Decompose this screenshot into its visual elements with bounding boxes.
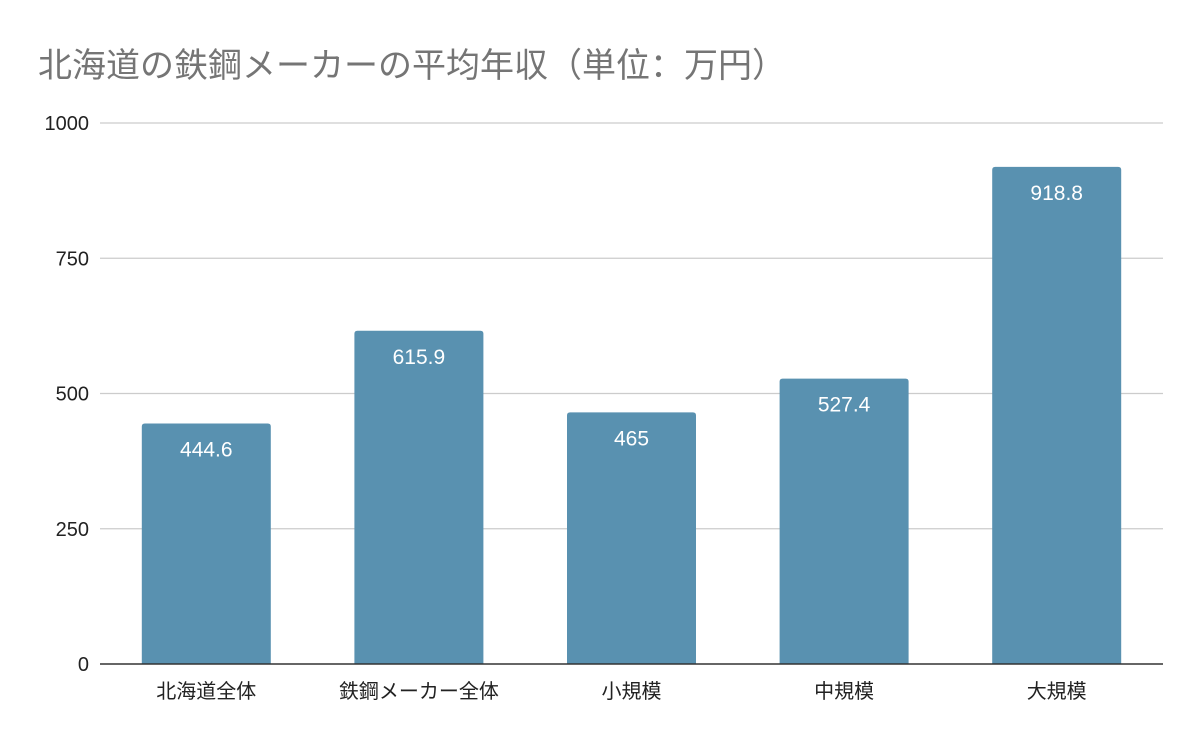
data-label: 527.4 bbox=[818, 394, 871, 417]
y-tick-label: 750 bbox=[56, 248, 89, 270]
chart-title: 北海道の鉄鋼メーカーの平均年収（単位：万円） bbox=[38, 46, 786, 86]
x-tick-label: 大規模 bbox=[1027, 679, 1087, 703]
data-label: 615.9 bbox=[393, 346, 446, 369]
x-tick-label: 北海道全体 bbox=[156, 679, 256, 703]
axes: 0 250 500 750 1000 北海道全体 鉄鋼メーカー全体 小規模 中規模 大規模 bbox=[45, 113, 1163, 703]
bar bbox=[992, 166, 1122, 664]
y-tick-label: 500 bbox=[56, 384, 89, 406]
data-label: 918.8 bbox=[1030, 182, 1083, 205]
data-label: 465 bbox=[614, 427, 649, 450]
data-label: 444.6 bbox=[180, 438, 233, 461]
y-tick-label: 250 bbox=[56, 519, 89, 541]
bar bbox=[567, 412, 696, 664]
y-tick-label: 0 bbox=[78, 654, 89, 676]
y-tick-label: 1000 bbox=[45, 113, 90, 135]
gridlines bbox=[100, 122, 1163, 530]
x-tick-label: 小規模 bbox=[602, 679, 662, 703]
bar bbox=[354, 330, 484, 664]
bar bbox=[779, 378, 909, 664]
bar bbox=[141, 423, 271, 664]
bars: 444.6 615.9 465 527.4 918.8 bbox=[141, 166, 1122, 664]
x-tick-label: 鉄鋼メーカー全体 bbox=[339, 679, 499, 703]
x-tick-label: 中規模 bbox=[814, 679, 874, 703]
